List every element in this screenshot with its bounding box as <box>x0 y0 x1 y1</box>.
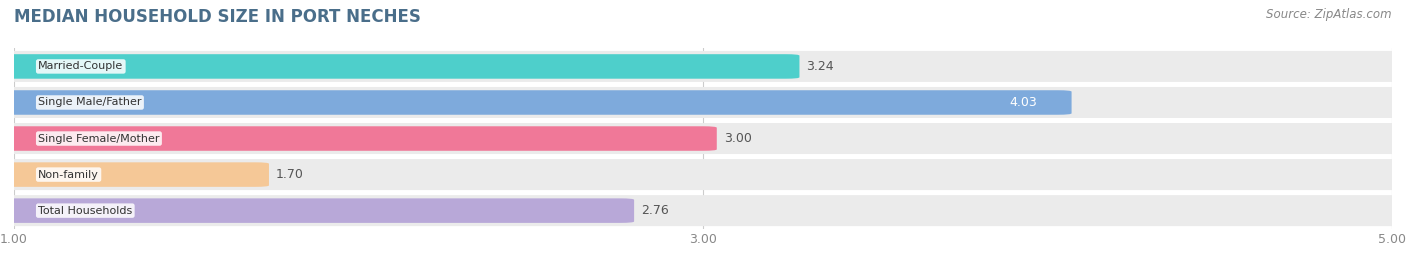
FancyBboxPatch shape <box>0 126 717 151</box>
FancyBboxPatch shape <box>0 123 1406 154</box>
Text: MEDIAN HOUSEHOLD SIZE IN PORT NECHES: MEDIAN HOUSEHOLD SIZE IN PORT NECHES <box>14 8 420 26</box>
FancyBboxPatch shape <box>0 162 269 187</box>
FancyBboxPatch shape <box>0 195 1406 226</box>
FancyBboxPatch shape <box>0 159 1406 190</box>
Text: 2.76: 2.76 <box>641 204 669 217</box>
FancyBboxPatch shape <box>0 90 1071 115</box>
FancyBboxPatch shape <box>0 87 1406 118</box>
Text: Single Male/Father: Single Male/Father <box>38 97 142 108</box>
Text: Source: ZipAtlas.com: Source: ZipAtlas.com <box>1267 8 1392 21</box>
Text: Non-family: Non-family <box>38 169 98 180</box>
FancyBboxPatch shape <box>0 54 800 79</box>
Text: Single Female/Mother: Single Female/Mother <box>38 133 160 144</box>
Text: 3.24: 3.24 <box>807 60 834 73</box>
Text: Total Households: Total Households <box>38 206 132 216</box>
Text: 4.03: 4.03 <box>1010 96 1038 109</box>
FancyBboxPatch shape <box>0 51 1406 82</box>
FancyBboxPatch shape <box>0 198 634 223</box>
Text: 1.70: 1.70 <box>276 168 304 181</box>
Text: Married-Couple: Married-Couple <box>38 61 124 72</box>
Text: 3.00: 3.00 <box>724 132 752 145</box>
